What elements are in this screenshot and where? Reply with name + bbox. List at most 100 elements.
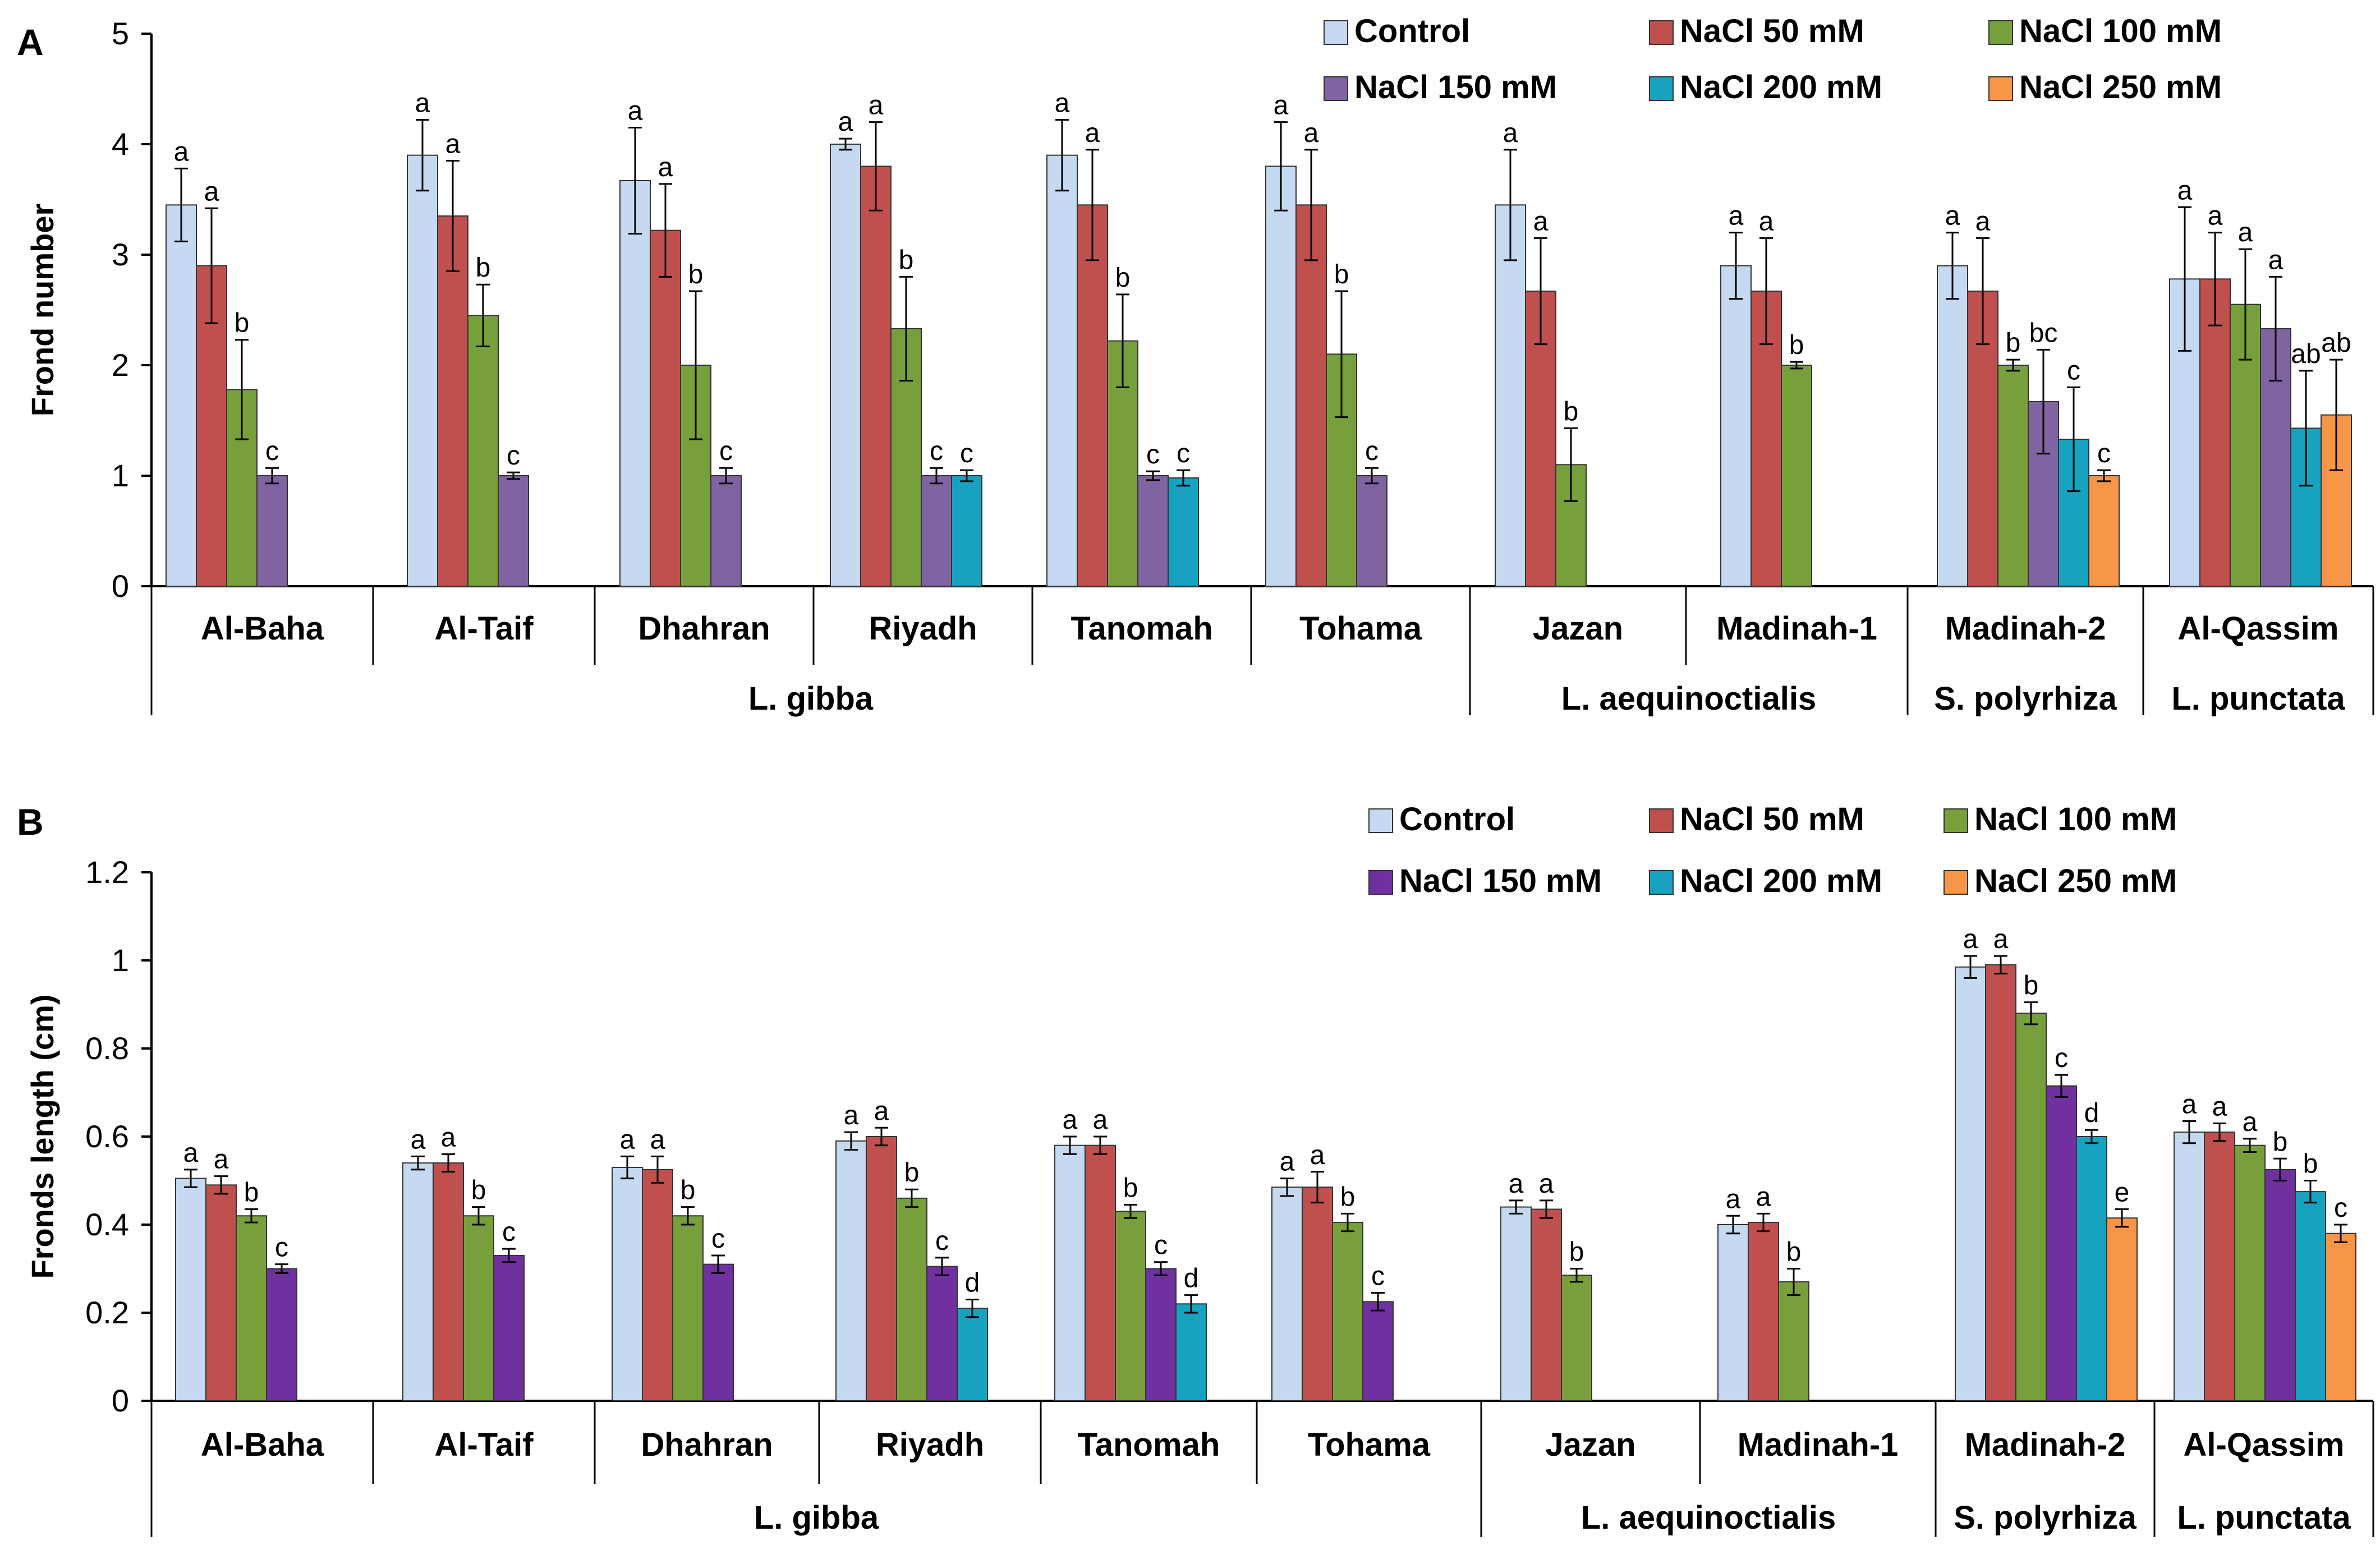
bar-madinah-2-nacl-250-mm: [2088, 475, 2120, 587]
bar-riyadh-nacl-200-mm: [957, 1308, 988, 1401]
y-tick-label: 1: [112, 458, 129, 493]
bar-riyadh-nacl-50-mm: [866, 1136, 897, 1401]
chart-panel-b: B 0 0.2 0.4 0.6 0.8 1 1.2 Fronds length (cm) Al-B…: [17, 801, 2374, 1537]
significance-letter: a: [2177, 176, 2193, 205]
legend-label-nacl-200-mm: NaCl 200 mM: [1680, 69, 1882, 105]
bar-riyadh-nacl-100-mm: [896, 1197, 927, 1401]
significance-letter: a: [1756, 1182, 1771, 1212]
significance-letter: a: [214, 1145, 229, 1175]
bar-tohama-nacl-50-mm: [1302, 1186, 1333, 1401]
significance-letter: c: [2334, 1193, 2347, 1223]
x-tick-label-madinah-2: Madinah-2: [1945, 610, 2106, 647]
legend-swatch-nacl-50-mm: [1649, 808, 1674, 833]
significance-letter: b: [1340, 1182, 1356, 1212]
legend-label-nacl-250-mm: NaCl 250 mM: [2019, 69, 2222, 105]
bar-al-baha-nacl-150-mm: [256, 475, 288, 587]
bar-al-qassim-nacl-150-mm: [2264, 1169, 2296, 1401]
legend-label-nacl-150-mm: NaCl 150 mM: [1399, 863, 1602, 899]
significance-letter: a: [2208, 201, 2223, 231]
y-tick-label: 0.4: [85, 1207, 129, 1242]
significance-letter: d: [965, 1268, 980, 1298]
group-label-l-aequinoctialis: L. aequinoctialis: [1581, 1500, 1836, 1536]
significance-letter: b: [899, 245, 914, 275]
x-tick-label-tanomah: Tanomah: [1070, 610, 1213, 647]
bar-al-taif-nacl-150-mm: [493, 1254, 525, 1401]
significance-letter: a: [1085, 118, 1100, 148]
legend-label-nacl-200-mm: NaCl 200 mM: [1680, 863, 1882, 899]
significance-letter: b: [1115, 263, 1131, 293]
y-tick-label: 0.2: [85, 1295, 129, 1330]
significance-letter: c: [502, 1217, 516, 1247]
bar-tanomah-control: [1054, 1144, 1086, 1401]
bar-dhahran-nacl-150-mm: [702, 1263, 734, 1401]
significance-letter: a: [441, 1123, 456, 1152]
bar-tohama-nacl-100-mm: [1332, 1222, 1363, 1401]
significance-letter: c: [1177, 439, 1190, 468]
bar-dhahran-nacl-100-mm: [672, 1215, 704, 1402]
legend-label-control: Control: [1399, 801, 1515, 838]
group-label-l-punctata: L. punctata: [2177, 1500, 2351, 1536]
bar-tanomah-nacl-150-mm: [1137, 475, 1169, 587]
significance-letter: a: [1726, 1184, 1741, 1214]
x-tick-label-tanomah: Tanomah: [1078, 1427, 1220, 1463]
x-tick-label-madinah-1: Madinah-1: [1716, 610, 1877, 647]
bar-madinah-1-control: [1720, 265, 1752, 587]
significance-letter: a: [869, 91, 884, 121]
bar-al-qassim-nacl-50-mm: [2204, 1132, 2235, 1402]
bar-tohama-nacl-50-mm: [1295, 204, 1327, 587]
x-tick-label-jazan: Jazan: [1533, 610, 1623, 647]
legend-swatch-nacl-50-mm: [1649, 20, 1674, 45]
significance-letter: c: [960, 439, 973, 468]
legend-swatch-nacl-250-mm: [1988, 76, 2013, 101]
significance-letter: a: [1055, 89, 1070, 118]
bar-dhahran-nacl-150-mm: [710, 475, 742, 587]
x-tick-label-al-baha: Al-Baha: [201, 1427, 324, 1463]
significance-letter: b: [2006, 328, 2021, 358]
significance-letter: a: [1759, 206, 1774, 236]
significance-letter: b: [244, 1178, 259, 1208]
significance-letter: d: [1184, 1264, 1199, 1294]
significance-letter: b: [681, 1176, 696, 1206]
bar-tanomah-nacl-100-mm: [1115, 1211, 1146, 1401]
bar-tohama-nacl-150-mm: [1356, 475, 1387, 587]
bar-riyadh-nacl-200-mm: [951, 475, 982, 587]
significance-letter: a: [1993, 925, 2009, 954]
x-tick-label-madinah-2: Madinah-2: [1965, 1427, 2126, 1463]
significance-letter: a: [2238, 218, 2253, 247]
x-tick-label-dhahran: Dhahran: [638, 610, 770, 647]
significance-letter: b: [471, 1176, 486, 1206]
legend-swatch-nacl-150-mm: [1324, 76, 1348, 101]
legend-label-nacl-150-mm: NaCl 150 mM: [1354, 69, 1557, 105]
significance-letter: c: [1154, 1231, 1168, 1261]
bar-tohama-control: [1271, 1186, 1303, 1401]
bar-riyadh-nacl-150-mm: [926, 1266, 958, 1401]
significance-letter: a: [1533, 206, 1549, 236]
y-axis-title: Fronds length (cm): [25, 994, 60, 1278]
significance-letter: b: [688, 260, 704, 289]
bar-al-taif-nacl-150-mm: [498, 475, 529, 587]
significance-letter: b: [1564, 397, 1579, 426]
y-tick-label: 1.2: [85, 854, 129, 890]
legend-label-nacl-250-mm: NaCl 250 mM: [1974, 863, 2177, 899]
legend-swatch-nacl-250-mm: [1943, 870, 1968, 895]
bar-madinah-2-nacl-250-mm: [2106, 1217, 2138, 1402]
significance-letter: b: [1789, 330, 1804, 360]
significance-letter: c: [930, 436, 943, 466]
bar-tanomah-nacl-50-mm: [1085, 1144, 1116, 1401]
bar-jazan-control: [1495, 204, 1526, 587]
bar-al-baha-control: [175, 1178, 206, 1401]
bar-al-taif-nacl-100-mm: [463, 1215, 494, 1402]
significance-letter: a: [1509, 1169, 1524, 1199]
significance-letter: a: [658, 153, 673, 182]
bar-al-baha-nacl-150-mm: [266, 1268, 297, 1401]
significance-letter: a: [838, 107, 853, 137]
x-tick-label-al-qassim: Al-Qassim: [2184, 1427, 2345, 1463]
bar-madinah-2-nacl-100-mm: [2015, 1013, 2047, 1401]
x-tick-label-riyadh: Riyadh: [869, 610, 977, 647]
significance-letter: c: [1371, 1262, 1385, 1291]
significance-letter: c: [711, 1224, 725, 1254]
group-label-s-polyrhiza: S. polyrhiza: [1954, 1500, 2137, 1536]
bar-riyadh-nacl-50-mm: [860, 165, 892, 587]
bar-al-taif-nacl-50-mm: [437, 215, 468, 587]
